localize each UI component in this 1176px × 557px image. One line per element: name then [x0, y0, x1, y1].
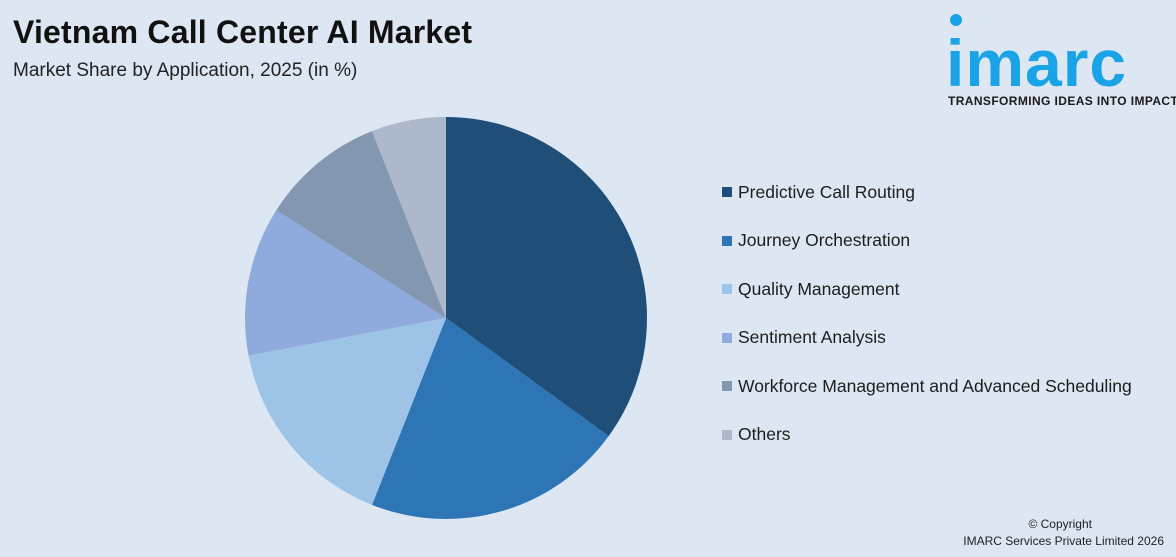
legend-label: Sentiment Analysis	[738, 327, 886, 348]
chart-legend: Predictive Call Routing Journey Orchestr…	[722, 180, 1132, 472]
copyright-notice: © Copyright IMARC Services Private Limit…	[904, 516, 1164, 550]
legend-swatch	[722, 284, 732, 295]
copyright-line: © Copyright	[1028, 517, 1092, 531]
legend-item: Predictive Call Routing	[722, 180, 1132, 204]
pie-slice-sentiment-analysis	[245, 210, 446, 356]
logo-wordmark: imarc	[946, 26, 1128, 100]
legend-swatch	[722, 235, 732, 246]
logo-tagline: TRANSFORMING IDEAS INTO IMPACT	[948, 94, 1176, 108]
legend-label: Journey Orchestration	[738, 230, 911, 251]
legend-item: Quality Management	[722, 277, 1132, 301]
legend-swatch	[722, 429, 732, 440]
imarc-logo: imarc TRANSFORMING IDEAS INTO IMPACT	[940, 8, 1176, 113]
legend-swatch	[722, 332, 732, 343]
pie-slice-journey-orchestration	[372, 318, 609, 519]
pie-slice-others	[372, 117, 446, 318]
legend-swatch	[722, 187, 732, 197]
chart-subtitle: Market Share by Application, 2025 (in %)	[13, 60, 358, 81]
legend-swatch	[722, 381, 732, 392]
pie-slice-quality-management	[248, 318, 446, 505]
legend-label: Workforce Management and Advanced Schedu…	[738, 375, 1132, 396]
legend-item: Journey Orchestration	[722, 229, 1132, 253]
legend-label: Others	[738, 424, 791, 445]
legend-label: Quality Management	[738, 278, 900, 299]
logo-dot-icon	[950, 14, 962, 26]
legend-item: Others	[722, 423, 1132, 447]
legend-item: Sentiment Analysis	[722, 326, 1132, 350]
pie-slice-workforce-management-and-advanced-scheduling	[276, 131, 446, 318]
legend-item: Workforce Management and Advanced Schedu…	[722, 374, 1132, 398]
legend-label: Predictive Call Routing	[738, 181, 916, 202]
copyright-company: IMARC Services Private Limited 2026	[963, 534, 1164, 548]
chart-title: Vietnam Call Center AI Market	[13, 14, 473, 50]
pie-slice-predictive-call-routing	[446, 117, 647, 437]
